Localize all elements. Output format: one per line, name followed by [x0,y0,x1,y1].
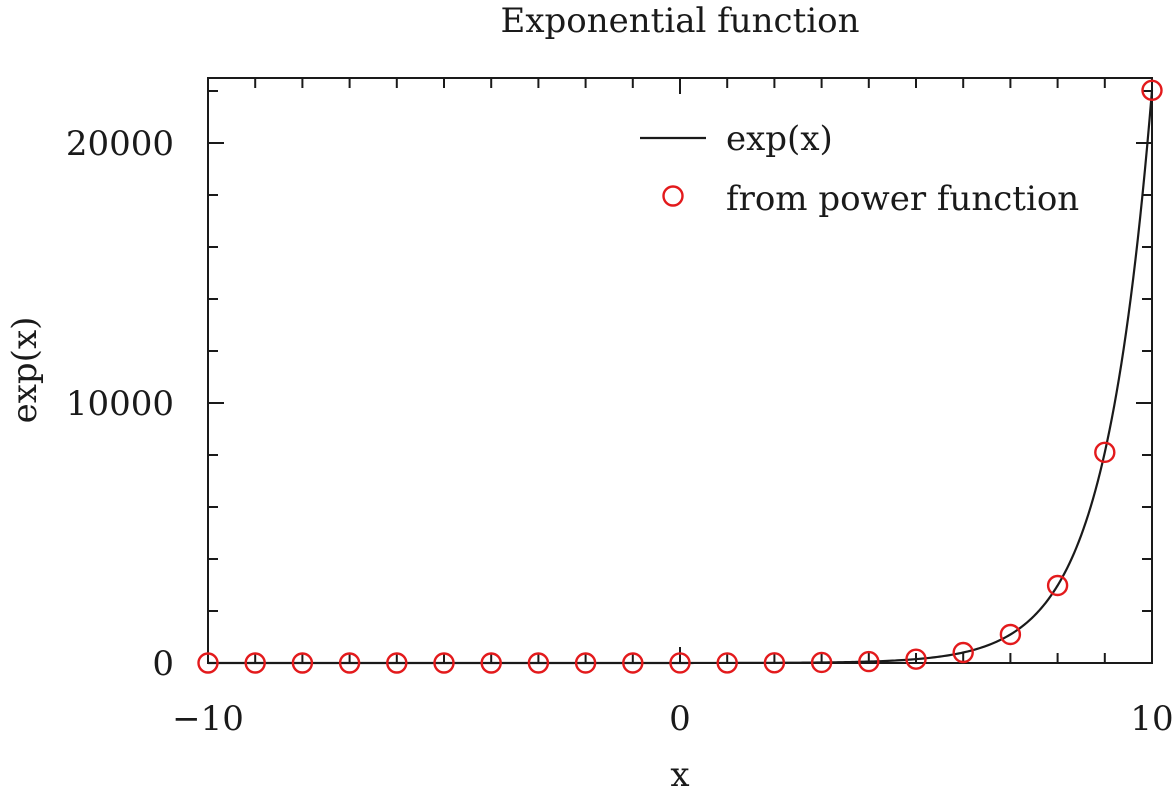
y-tick-label: 20000 [66,124,174,164]
data-point-marker [669,652,691,674]
minor-ticks [207,78,1153,664]
data-point-marker [433,652,455,674]
y-tick-label: 0 [152,644,174,684]
data-point-marker [527,652,550,674]
y-axis-label: exp(x) [5,317,45,424]
data-point-marker [810,651,833,674]
plot-area [197,77,1163,674]
marker-layer [197,79,1163,674]
data-point-marker [952,641,974,664]
data-point-marker [574,652,597,674]
data-point-marker [716,652,738,674]
data-point-marker [1141,79,1163,102]
y-tick-label: 10000 [66,384,174,424]
data-point-marker [386,652,408,674]
data-point-marker [905,648,927,670]
chart-title: Exponential function [501,1,860,41]
x-tick-label: −10 [172,699,244,739]
x-axis-label: x [670,755,689,791]
data-point-marker [291,652,314,674]
plot-frame [207,77,1153,664]
x-tick-label: 10 [1130,699,1173,739]
legend-label-markers: from power function [726,179,1079,219]
curve-layer [208,90,1154,665]
data-point-marker [338,652,361,674]
data-point-marker [622,652,644,674]
data-point-marker [858,650,880,673]
data-point-marker [480,652,502,674]
data-point-marker [1094,441,1116,464]
data-point-marker [999,623,1022,646]
y-tick-labels: 0 10000 20000 [66,124,174,684]
data-point-marker [763,652,786,674]
legend: exp(x) from power function [640,119,1079,219]
x-tick-label: 0 [669,699,691,739]
x-tick-labels: −10 0 10 [172,699,1173,739]
data-point-marker [1046,574,1069,597]
legend-marker-swatch [662,185,684,207]
data-point-marker [197,652,219,674]
legend-label-line: exp(x) [726,119,833,159]
data-point-marker [244,652,266,674]
series-line-exp [208,90,1154,665]
